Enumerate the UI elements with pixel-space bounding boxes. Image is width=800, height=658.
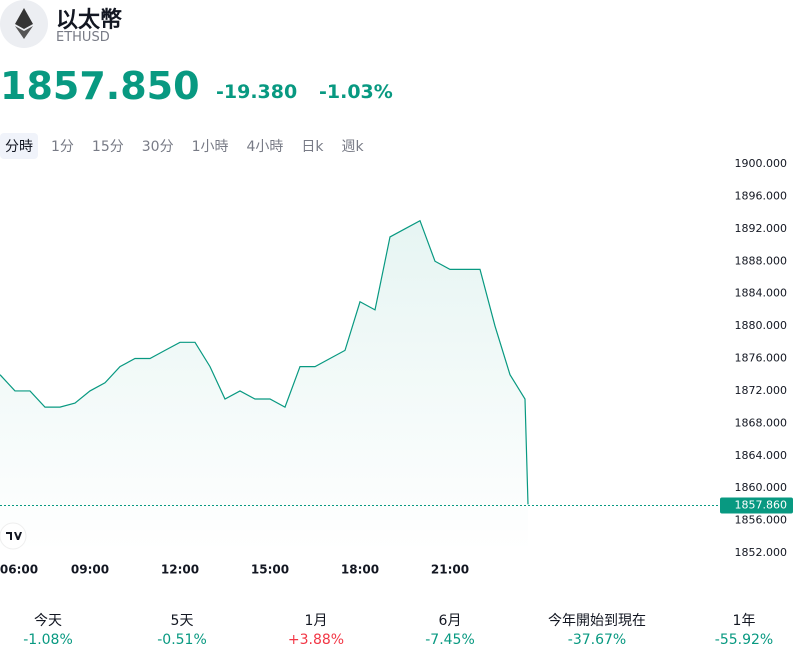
- y-tick-label: 1896.000: [735, 189, 788, 202]
- chart: 1852.000 1856.000 1860.000 1864.000 1868.000…: [0, 157, 793, 577]
- tab[interactable]: 1分: [51, 139, 74, 155]
- period: 今年開始到現在: [548, 613, 646, 629]
- performance-item: 今天 -1.08%: [0, 610, 108, 648]
- asset-name: 以太幣: [56, 8, 123, 33]
- eth-icon: [15, 8, 33, 39]
- x-tick-label: 21:00: [431, 563, 469, 577]
- performance-item: 5天 -0.51%: [122, 610, 242, 648]
- y-tick-label: 1880.000: [735, 319, 788, 332]
- performance-item: 1月 +3.88%: [256, 610, 376, 648]
- tab-bar: 分時 1分 15分 30分 1小時 4小時 日k 週k: [0, 133, 377, 159]
- tab[interactable]: 30分: [141, 139, 174, 155]
- asset-symbol: ETHUSD: [56, 30, 110, 45]
- last-price-label: 1857.860: [735, 499, 788, 512]
- period-change: -55.92%: [714, 632, 774, 648]
- tab[interactable]: 分時: [0, 133, 38, 159]
- tab[interactable]: 4小時: [246, 139, 284, 155]
- tab[interactable]: 週k: [341, 139, 364, 155]
- x-tick-label: 12:00: [161, 563, 199, 577]
- last-price-box: [720, 497, 793, 514]
- logo: [0, 0, 48, 48]
- y-tick-label: 1856.000: [735, 514, 788, 527]
- y-tick-label: 1852.000: [735, 546, 788, 559]
- tv-logo: [0, 522, 27, 550]
- x-tick-label: 09:00: [71, 563, 109, 577]
- price-line: [0, 219, 529, 505]
- period-change: +3.88%: [287, 632, 345, 648]
- price-change: -19.380: [216, 81, 298, 103]
- performance-item: 今年開始到現在 -37.67%: [537, 610, 657, 648]
- period-change: -1.08%: [23, 632, 73, 648]
- period: 5天: [170, 613, 194, 629]
- y-tick-label: 1876.000: [735, 352, 788, 365]
- y-tick-label: 1860.000: [735, 481, 788, 494]
- period: 6月: [438, 613, 462, 629]
- period-change: -7.45%: [425, 632, 475, 648]
- price-change-percent: -1.03%: [319, 81, 393, 103]
- period: 1年: [732, 613, 756, 629]
- y-tick-label: 1864.000: [735, 449, 788, 462]
- y-tick-label: 1900.000: [735, 157, 788, 170]
- x-tick-label: 06:00: [0, 563, 38, 577]
- period: 1月: [304, 613, 328, 629]
- tab[interactable]: 15分: [91, 139, 124, 155]
- area-fill: [0, 220, 528, 553]
- performance-item: 1年 -55.92%: [684, 610, 800, 648]
- y-tick-label: 1888.000: [735, 254, 788, 267]
- x-tick-label: 15:00: [251, 563, 289, 577]
- x-tick-label: 18:00: [341, 563, 379, 577]
- y-tick-label: 1884.000: [735, 287, 788, 300]
- tab[interactable]: 日k: [301, 139, 324, 155]
- period: 今天: [34, 613, 62, 629]
- price: 1857.850: [0, 64, 200, 108]
- tab[interactable]: 1小時: [191, 139, 229, 155]
- y-tick-label: 1872.000: [735, 384, 788, 397]
- y-tick-label: 1868.000: [735, 416, 788, 429]
- period-change: -0.51%: [157, 632, 207, 648]
- period-change: -37.67%: [567, 632, 627, 648]
- performance-item: 6月 -7.45%: [390, 610, 510, 648]
- y-tick-label: 1892.000: [735, 222, 788, 235]
